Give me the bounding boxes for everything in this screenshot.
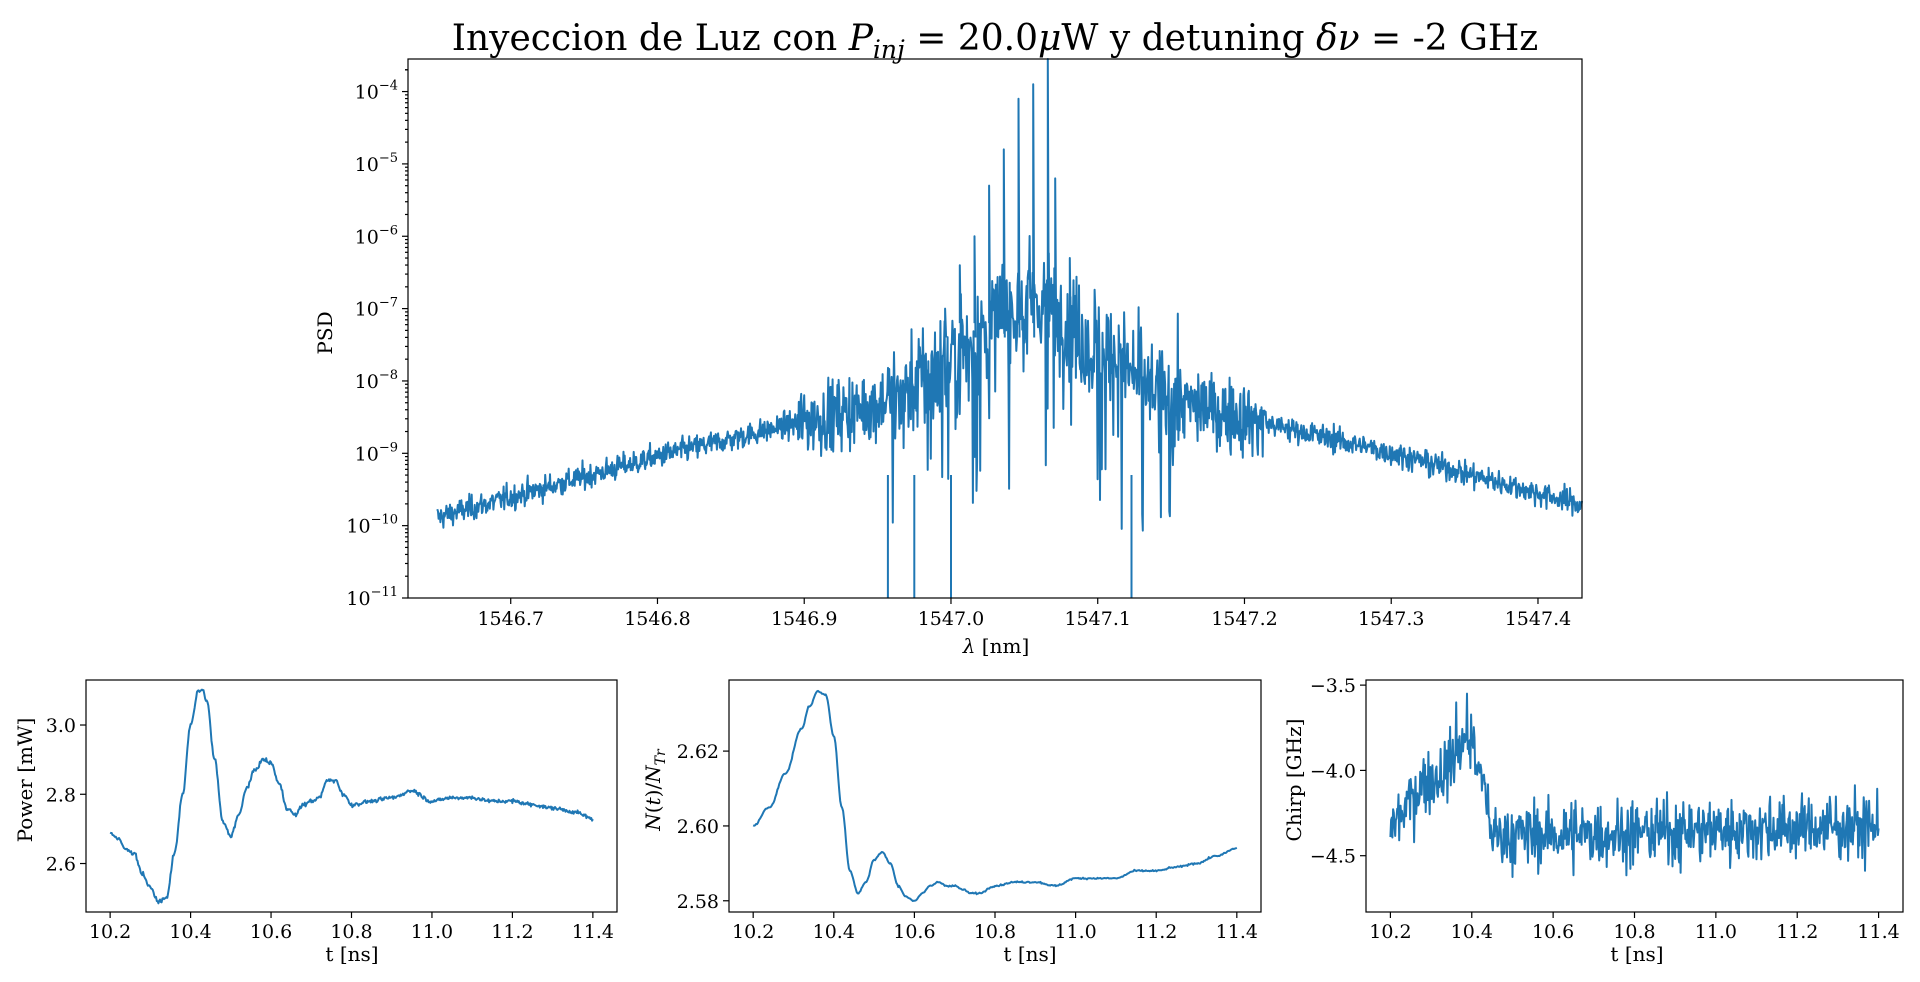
chirp-series-line bbox=[1389, 692, 1880, 878]
spectrum-x-tick-label: 1546.7 bbox=[477, 608, 543, 630]
chirp-x-tick-label: 10.6 bbox=[1532, 921, 1574, 943]
carrier-x-tick-label: 11.0 bbox=[1054, 921, 1096, 943]
spectrum-y-tick-label: 10−8 bbox=[355, 368, 398, 393]
power-series-line bbox=[109, 688, 594, 905]
spectrum-y-tick-label: 10−11 bbox=[346, 585, 398, 610]
spectrum-x-tick-label: 1547.3 bbox=[1358, 608, 1424, 630]
spectrum-x-axis-label: λ [nm] bbox=[962, 634, 1030, 658]
carrier-y-tick-label: 2.62 bbox=[677, 741, 719, 763]
chirp-y-tick-label: −3.5 bbox=[1310, 675, 1356, 697]
carrier-y-ticks: 2.58 2.60 2.62 bbox=[677, 741, 729, 913]
chirp-x-tick-label: 11.2 bbox=[1776, 921, 1818, 943]
power-x-tick-label: 11.4 bbox=[572, 921, 614, 943]
spectrum-x-tick-label: 1546.9 bbox=[771, 608, 837, 630]
chirp-x-tick-label: 10.4 bbox=[1451, 921, 1493, 943]
chirp-axes-frame bbox=[1365, 679, 1904, 913]
carrier-x-ticks: 10.2 10.4 10.6 10.8 11.0 11.2 11.4 bbox=[732, 912, 1258, 943]
spectrum-x-tick-label: 1547.2 bbox=[1211, 608, 1277, 630]
chirp-x-axis-label: t [ns] bbox=[1610, 942, 1663, 966]
chirp-x-tick-label: 11.0 bbox=[1695, 921, 1737, 943]
chart-title: Inyeccion de Luz con Pinj = 20.0μW y det… bbox=[452, 18, 1539, 64]
power-x-tick-label: 11.0 bbox=[411, 921, 453, 943]
power-y-tick-label: 2.8 bbox=[46, 784, 76, 806]
spectrum-y-tick-label: 10−6 bbox=[355, 223, 398, 248]
spectrum-y-tick-label: 10−4 bbox=[355, 79, 398, 104]
spectrum-x-tick-label: 1546.8 bbox=[624, 608, 690, 630]
spectrum-x-tick-label: 1547.1 bbox=[1064, 608, 1130, 630]
power-x-tick-label: 11.2 bbox=[491, 921, 533, 943]
spectrum-axes-frame bbox=[407, 58, 1583, 599]
spectrum-y-axis-label: PSD bbox=[313, 311, 337, 354]
spectrum-y-tick-label: 10−7 bbox=[355, 296, 398, 321]
chirp-y-tick-label: −4.0 bbox=[1310, 760, 1356, 782]
power-x-axis-label: t [ns] bbox=[325, 942, 378, 966]
chirp-y-ticks: −3.5 −4.0 −4.5 bbox=[1310, 675, 1366, 868]
carrier-x-tick-label: 10.2 bbox=[732, 921, 774, 943]
spectrum-x-tick-label: 1547.0 bbox=[918, 608, 984, 630]
spectrum-x-tick-label: 1547.4 bbox=[1505, 608, 1571, 630]
power-chart: 10.2 10.4 10.6 10.8 11.0 11.2 11.4 2.6 2.8 3.0 t… bbox=[13, 679, 618, 966]
carrier-series-line bbox=[752, 689, 1238, 902]
carrier-x-tick-label: 10.4 bbox=[813, 921, 855, 943]
spectrum-y-tick-label: 10−5 bbox=[355, 151, 398, 176]
spectrum-series-line bbox=[436, 58, 1583, 598]
carrier-x-tick-label: 10.8 bbox=[974, 921, 1016, 943]
carrier-x-tick-label: 11.2 bbox=[1135, 921, 1177, 943]
carrier-axes-frame bbox=[728, 679, 1262, 913]
chirp-x-ticks: 10.2 10.4 10.6 10.8 11.0 11.2 11.4 bbox=[1369, 912, 1900, 943]
power-axes-frame bbox=[85, 679, 618, 913]
spectrum-y-tick-label: 10−9 bbox=[355, 440, 398, 465]
power-x-tick-label: 10.6 bbox=[250, 921, 292, 943]
chirp-x-tick-label: 11.4 bbox=[1857, 921, 1899, 943]
power-y-axis-label: Power [mW] bbox=[13, 718, 37, 843]
chirp-y-axis-label: Chirp [GHz] bbox=[1282, 719, 1306, 842]
carrier-x-axis-label: t [ns] bbox=[1003, 942, 1056, 966]
power-x-tick-label: 10.4 bbox=[169, 921, 211, 943]
power-y-tick-label: 3.0 bbox=[46, 715, 76, 737]
chirp-y-tick-label: −4.5 bbox=[1310, 846, 1356, 868]
carrier-x-tick-label: 11.4 bbox=[1216, 921, 1258, 943]
spectrum-y-tick-label: 10−10 bbox=[346, 513, 398, 538]
carrier-y-tick-label: 2.60 bbox=[677, 816, 719, 838]
chirp-chart: 10.2 10.4 10.6 10.8 11.0 11.2 11.4 −3.5 −4.0 −4.… bbox=[1282, 675, 1904, 966]
carrier-y-tick-label: 2.58 bbox=[677, 891, 719, 913]
spectrum-chart: Inyeccion de Luz con Pinj = 20.0μW y det… bbox=[313, 18, 1583, 658]
carrier-y-axis-label: N(t)/NTr bbox=[641, 748, 669, 832]
chirp-x-tick-label: 10.2 bbox=[1369, 921, 1411, 943]
chirp-x-tick-label: 10.8 bbox=[1613, 921, 1655, 943]
power-x-ticks: 10.2 10.4 10.6 10.8 11.0 11.2 11.4 bbox=[89, 912, 614, 943]
spectrum-x-ticks: 1546.7 1546.8 1546.9 1547.0 1547.1 1547.2 1547… bbox=[477, 598, 1571, 630]
spectrum-y-ticks: 10−4 10−5 10−6 10−7 10−8 10−9 10−10 10−11 bbox=[346, 69, 408, 610]
carrier-x-tick-label: 10.6 bbox=[893, 921, 935, 943]
power-y-ticks: 2.6 2.8 3.0 bbox=[46, 715, 86, 876]
power-x-tick-label: 10.8 bbox=[330, 921, 372, 943]
power-x-tick-label: 10.2 bbox=[89, 921, 131, 943]
power-y-tick-label: 2.6 bbox=[46, 854, 76, 876]
carrier-density-chart: 10.2 10.4 10.6 10.8 11.0 11.2 11.4 2.58 2.60 2.6… bbox=[641, 679, 1262, 966]
